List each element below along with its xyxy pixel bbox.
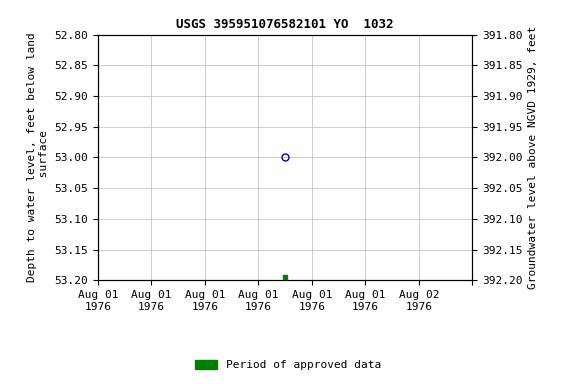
Y-axis label: Groundwater level above NGVD 1929, feet: Groundwater level above NGVD 1929, feet (528, 26, 538, 289)
Legend: Period of approved data: Period of approved data (191, 356, 385, 375)
Title: USGS 395951076582101 YO  1032: USGS 395951076582101 YO 1032 (176, 18, 394, 31)
Y-axis label: Depth to water level, feet below land
 surface: Depth to water level, feet below land su… (27, 33, 49, 282)
